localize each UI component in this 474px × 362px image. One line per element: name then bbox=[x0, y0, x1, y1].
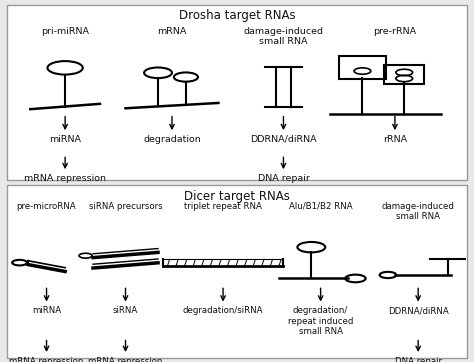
Text: Drosha target RNAs: Drosha target RNAs bbox=[179, 9, 295, 22]
Text: miRNA: miRNA bbox=[32, 306, 61, 315]
Text: Alu/B1/B2 RNA: Alu/B1/B2 RNA bbox=[289, 202, 353, 211]
Text: mRNA: mRNA bbox=[157, 27, 187, 36]
Text: mRNA repression: mRNA repression bbox=[24, 174, 106, 183]
Text: siRNA: siRNA bbox=[113, 306, 138, 315]
Text: degradation/
repeat induced
small RNA: degradation/ repeat induced small RNA bbox=[288, 306, 353, 336]
Text: rRNA: rRNA bbox=[383, 135, 407, 144]
Text: triplet repeat RNA: triplet repeat RNA bbox=[184, 202, 262, 211]
Text: degradation/siRNA: degradation/siRNA bbox=[183, 306, 264, 315]
Text: pre-rRNA: pre-rRNA bbox=[374, 27, 417, 36]
Text: damage-induced
small RNA: damage-induced small RNA bbox=[244, 27, 323, 46]
Text: pre-microRNA: pre-microRNA bbox=[17, 202, 76, 211]
Text: DNA repair: DNA repair bbox=[257, 174, 310, 183]
Text: siRNA precursors: siRNA precursors bbox=[89, 202, 162, 211]
Text: damage-induced
small RNA: damage-induced small RNA bbox=[382, 202, 455, 222]
Text: Dicer target RNAs: Dicer target RNAs bbox=[184, 190, 290, 203]
Text: pri-miRNA: pri-miRNA bbox=[41, 27, 89, 36]
Text: DDRNA/diRNA: DDRNA/diRNA bbox=[388, 306, 448, 315]
Text: mRNA repression: mRNA repression bbox=[9, 357, 84, 362]
Text: degradation: degradation bbox=[143, 135, 201, 144]
FancyBboxPatch shape bbox=[7, 4, 467, 180]
Text: DNA repair: DNA repair bbox=[395, 357, 442, 362]
Text: mRNA repression: mRNA repression bbox=[88, 357, 163, 362]
Text: DDRNA/diRNA: DDRNA/diRNA bbox=[250, 135, 317, 144]
Text: miRNA: miRNA bbox=[49, 135, 81, 144]
FancyBboxPatch shape bbox=[7, 185, 467, 358]
